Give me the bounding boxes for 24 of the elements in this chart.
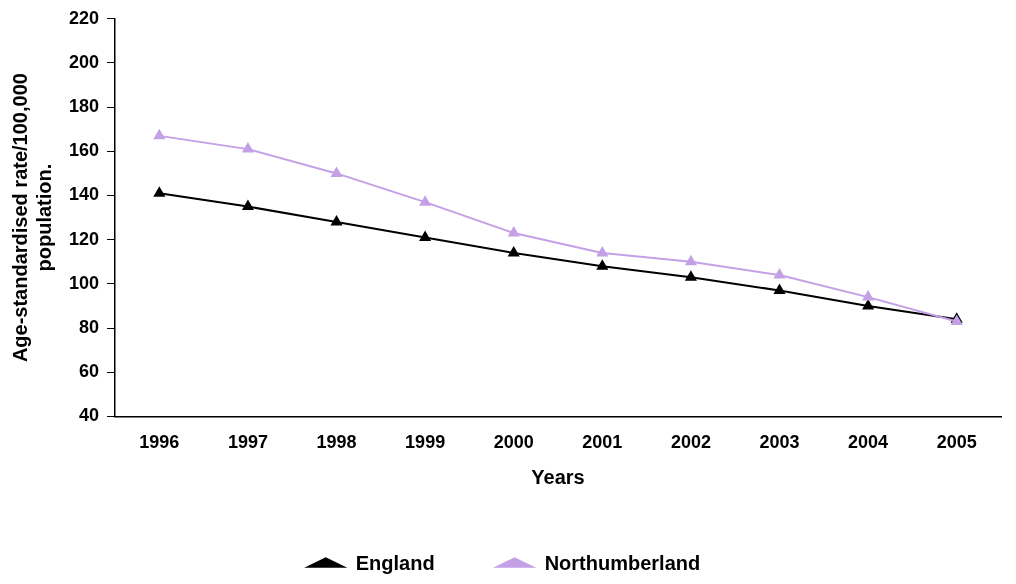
x-tick-label: 1996 — [139, 432, 180, 453]
x-tick-label: 2003 — [759, 432, 800, 453]
x-tick-label: 1997 — [227, 432, 268, 453]
y-tick-label: 120 — [68, 228, 100, 249]
x-tick-label: 2000 — [493, 432, 534, 453]
y-tick-label: 40 — [79, 405, 100, 426]
y-axis-title: Age-standardised rate/100,000 population. — [8, 73, 55, 363]
y-tick-label: 200 — [68, 51, 100, 72]
y-tick-label: 160 — [68, 140, 100, 161]
y-tick-label: 220 — [68, 7, 100, 28]
x-tick-label: 1999 — [405, 432, 446, 453]
y-tick-label: 140 — [68, 184, 100, 205]
legend-label: Northumberland — [544, 551, 701, 574]
x-tick-label: 2001 — [582, 432, 623, 453]
y-tick-label: 100 — [68, 272, 100, 293]
x-tick-label: 2004 — [848, 432, 889, 453]
x-tick-label: 1998 — [316, 432, 357, 453]
x-tick-label: 2005 — [936, 432, 977, 453]
y-tick-label: 180 — [68, 96, 100, 117]
y-tick-label: 60 — [79, 361, 100, 382]
x-tick-label: 2002 — [670, 432, 711, 453]
legend-label: England — [355, 551, 435, 574]
x-axis-title: Years — [531, 465, 585, 488]
y-tick-label: 80 — [79, 317, 100, 338]
